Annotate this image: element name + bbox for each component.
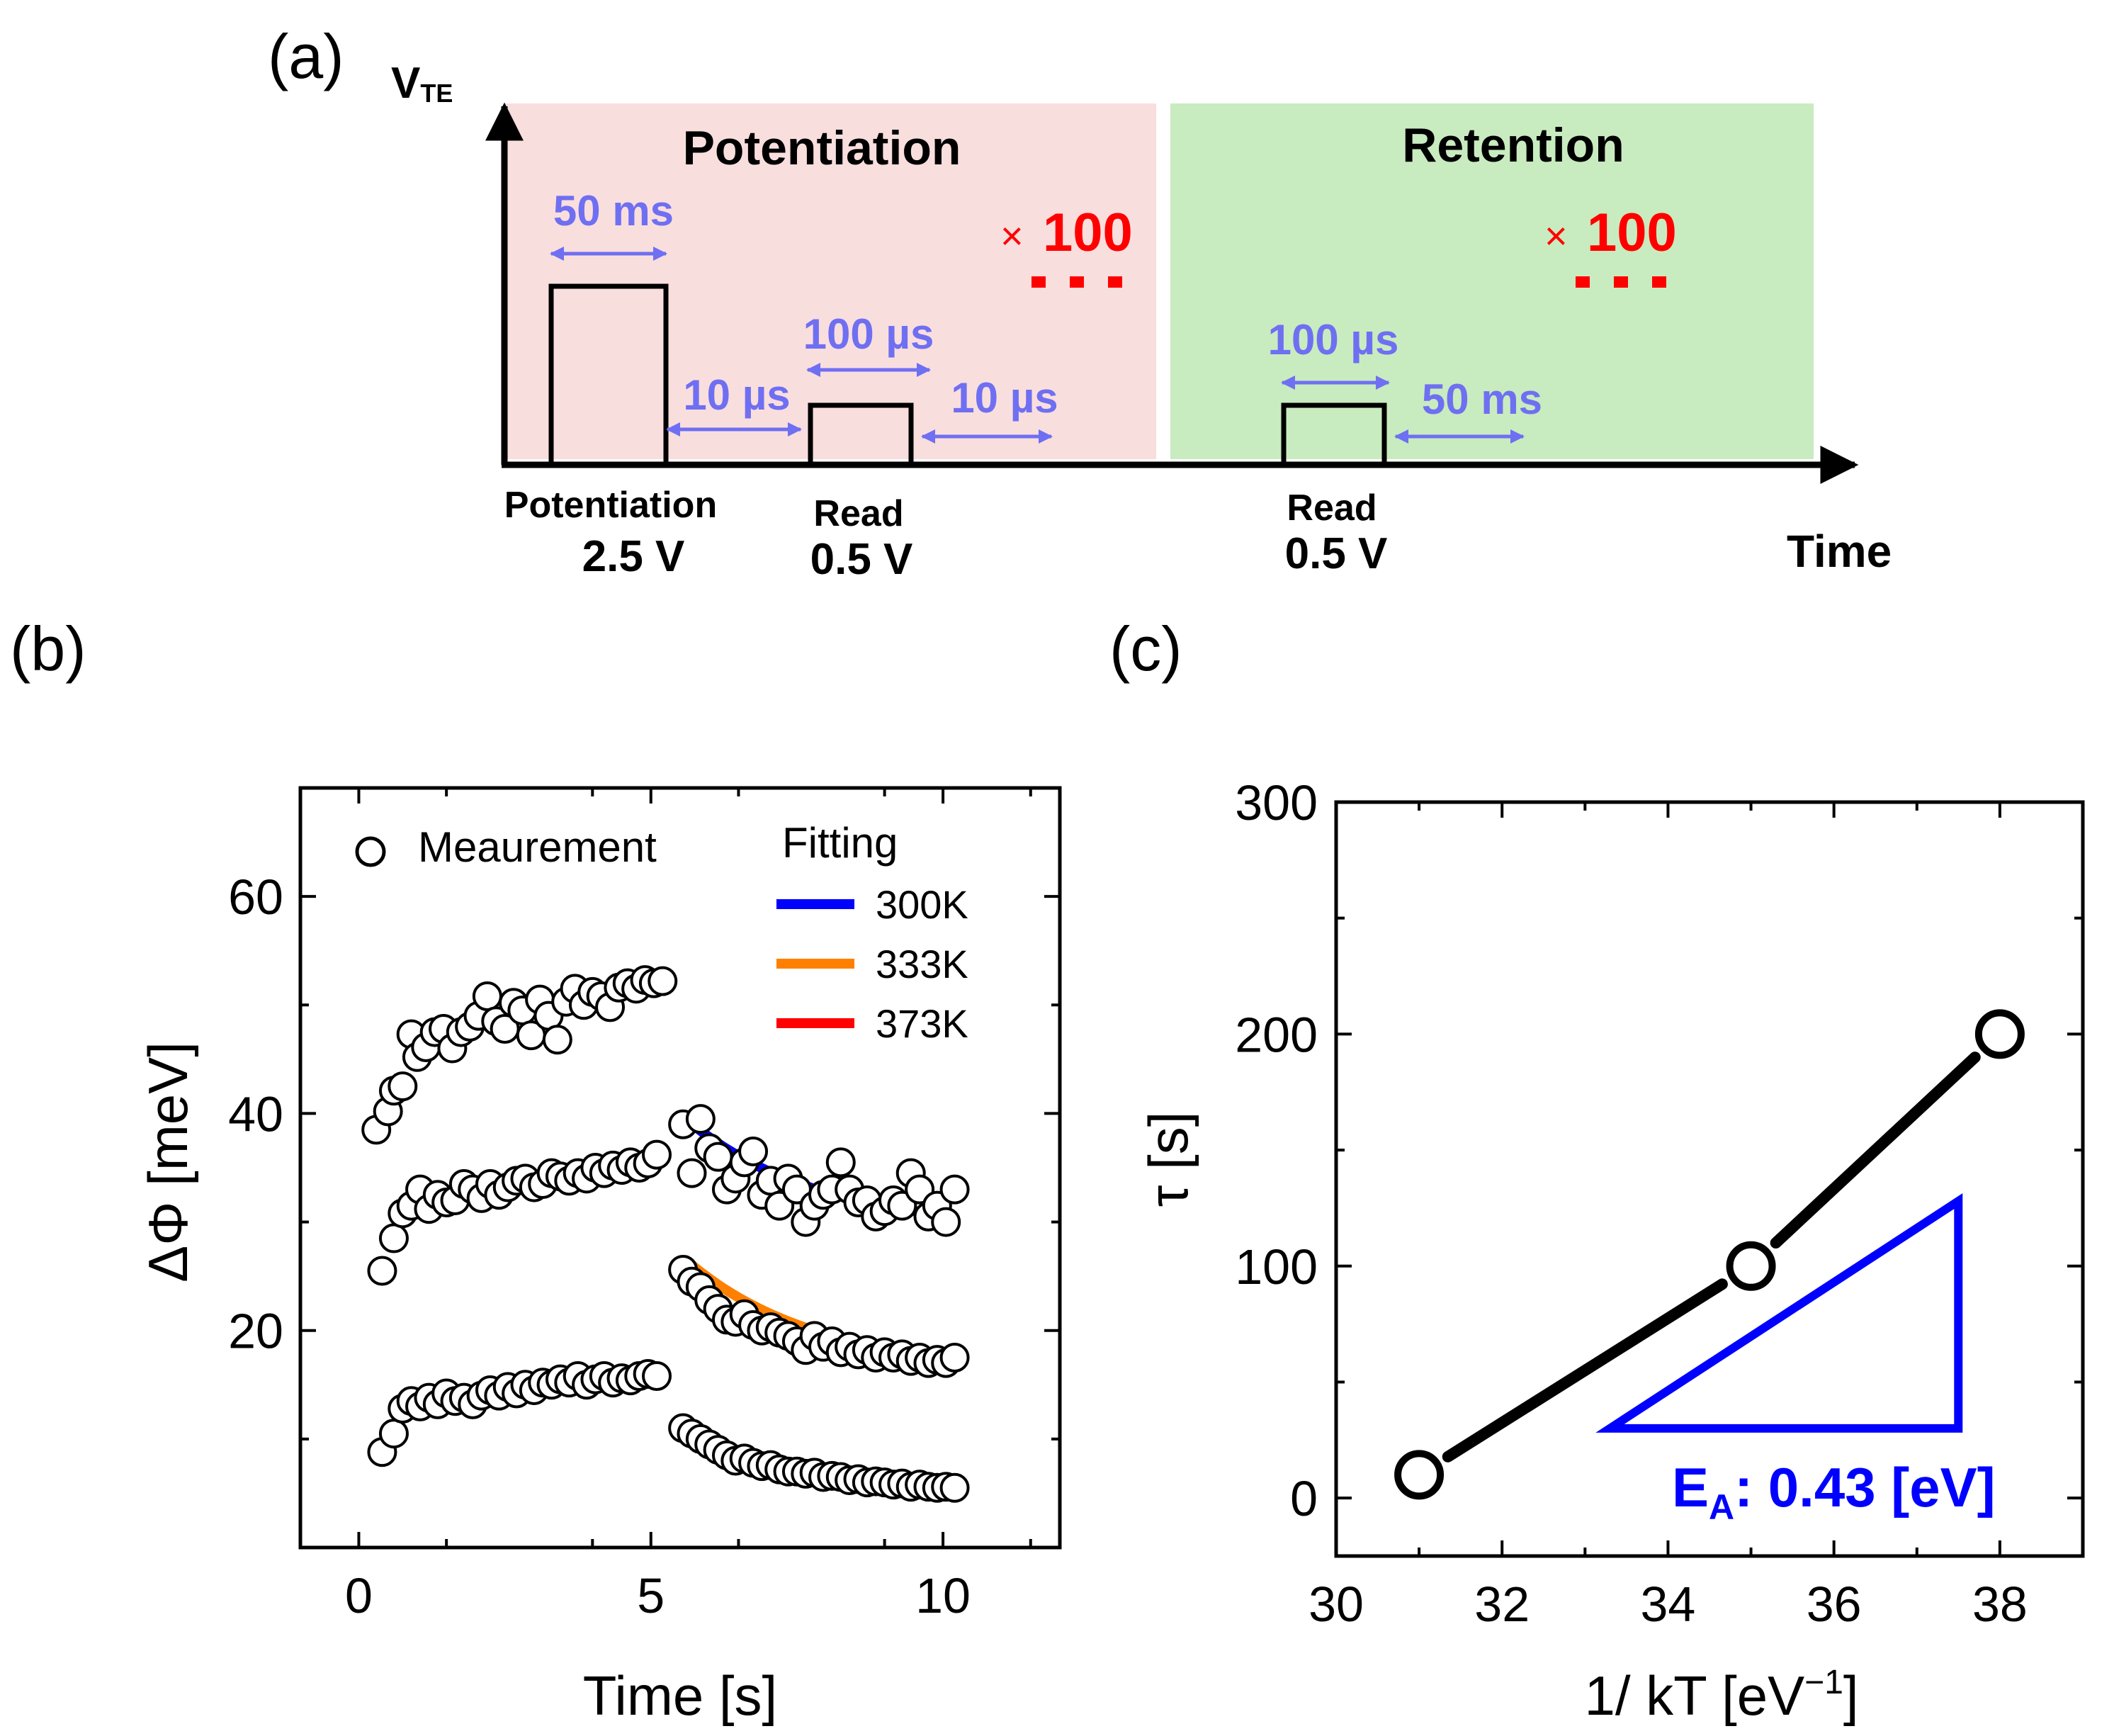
measurement-point-300K xyxy=(472,981,502,1012)
x-tick-label: 32 xyxy=(1474,1577,1530,1632)
plot-c-line xyxy=(1442,1052,1981,1462)
ret-gap-label: 50 ms xyxy=(1422,376,1542,423)
measurement-point-333K xyxy=(939,1343,970,1373)
measurement-point-300K xyxy=(685,1104,716,1134)
y-tick-label: 300 xyxy=(1235,775,1318,830)
time-axis-label: Time xyxy=(1787,526,1892,577)
panel-c: (c) 30 32 34 36 38 0 100 200 300 1/ kT [eV−1] τ … xyxy=(1109,614,2085,1727)
gap1-label: 10 µs xyxy=(683,371,790,419)
x-tick-label: 0 xyxy=(345,1568,373,1623)
plot-b-ylabel: ΔΦ [meV] xyxy=(137,1042,199,1283)
y-tick-label: 40 xyxy=(228,1086,283,1142)
ret-repeat-dot xyxy=(1576,276,1590,288)
gap2-label: 10 µs xyxy=(951,374,1058,422)
plot-c-triangle xyxy=(1595,1193,1963,1433)
ret-repeat-dot xyxy=(1614,276,1628,288)
ret-repeat-times: × xyxy=(1544,213,1568,258)
y-tick-label: 20 xyxy=(228,1304,283,1359)
retention-title: Retention xyxy=(1402,118,1624,172)
legend-fit-373k-label: 373K xyxy=(876,1001,968,1046)
x-tick-label: 34 xyxy=(1641,1577,1696,1632)
pulse1-name: Potentiation xyxy=(504,485,717,526)
panel-b-label: (b) xyxy=(10,614,86,684)
read-pulse-1 xyxy=(808,402,914,468)
measurement-point-333K xyxy=(367,1256,397,1286)
ret-repeat-dot xyxy=(1652,276,1666,288)
x-tick-label: 5 xyxy=(637,1568,665,1623)
pulse2-volt: 0.5 V xyxy=(810,535,913,584)
potentiation-region xyxy=(504,103,1156,459)
pulse2-name: Read xyxy=(813,493,903,534)
measurement-point-300K xyxy=(677,1158,707,1188)
measurement-point-373K xyxy=(939,1472,970,1503)
plot-b-xlabel: Time [s] xyxy=(583,1664,777,1727)
potentiation-title: Potentiation xyxy=(683,121,961,175)
plot-c-ticks: 30 32 34 36 38 0 100 200 300 xyxy=(1235,775,2083,1632)
panel-c-label: (c) xyxy=(1109,614,1182,684)
measurement-point-373K xyxy=(642,1361,672,1392)
ret-repeat: × 100 xyxy=(1544,203,1677,288)
pot-repeat-dot xyxy=(1031,276,1046,288)
pot-repeat-dot xyxy=(1070,276,1084,288)
measurement-point-300K xyxy=(939,1174,970,1205)
vte-axis-label: VTE xyxy=(391,59,453,108)
read-pulse-2 xyxy=(1281,402,1387,468)
x-tick-label: 36 xyxy=(1807,1577,1862,1632)
plot-c-frame xyxy=(1334,800,2085,1558)
plot-c-xlabel: 1/ kT [eV−1] xyxy=(1584,1664,1858,1727)
plot-b-ticks: 0 5 10 20 40 60 xyxy=(228,788,1060,1623)
plot-b-points xyxy=(361,965,970,1503)
measurement-point-333K xyxy=(642,1139,672,1170)
plot-b-frame xyxy=(298,786,1062,1550)
pot-repeat-dot xyxy=(1108,276,1122,288)
measurement-point-300K xyxy=(388,1071,418,1102)
y-tick-label: 100 xyxy=(1235,1239,1318,1295)
measurement-point-300K xyxy=(542,1025,572,1055)
y-tick-label: 60 xyxy=(228,869,283,925)
pulse-width-label: 50 ms xyxy=(553,187,674,235)
read-width-label: 100 µs xyxy=(803,310,934,358)
plot-c-points xyxy=(1394,1009,2025,1500)
pot-repeat-count: 100 xyxy=(1043,203,1133,263)
slope-triangle xyxy=(1595,1193,1963,1433)
legend-fit-333k-label: 333K xyxy=(876,942,968,986)
measurement-point-300K xyxy=(648,966,678,996)
pulse3-name: Read xyxy=(1287,487,1377,529)
tau-point xyxy=(1974,1009,2025,1059)
tau-line-segment xyxy=(1770,1052,1981,1249)
panel-a-label: (a) xyxy=(268,21,344,91)
ret-repeat-count: 100 xyxy=(1587,203,1677,263)
y-tick-label: 200 xyxy=(1235,1007,1318,1062)
measurement-point-300K xyxy=(931,1207,961,1237)
x-tick-label: 30 xyxy=(1308,1577,1364,1632)
ret-read-width-label: 100 µs xyxy=(1268,316,1399,363)
pulse1-volt: 2.5 V xyxy=(582,532,685,581)
tau-line-segment xyxy=(1442,1278,1728,1462)
pulse3-volt: 0.5 V xyxy=(1285,529,1388,578)
tau-point xyxy=(1726,1241,1776,1291)
retention-region xyxy=(1170,103,1814,459)
x-tick-label: 10 xyxy=(915,1568,971,1623)
legend-fitting-title: Fitting xyxy=(782,819,898,867)
legend-measurement-marker xyxy=(355,836,386,867)
pot-repeat-times: × xyxy=(1000,213,1024,258)
y-tick-label: 0 xyxy=(1290,1471,1318,1526)
pot-repeat: × 100 xyxy=(1000,203,1133,288)
panel-a: (a) VTE Time Potentiation Retention 50 m… xyxy=(268,21,1892,584)
measurement-point-300K xyxy=(825,1147,856,1178)
panel-b: (b) 0 5 10 20 40 60 Time [s] ΔΦ [meV] Meaurem… xyxy=(10,614,1062,1727)
activation-energy-annotation: EA: 0.43 [eV] xyxy=(1672,1456,1996,1527)
legend-measurement-label: Meaurement xyxy=(418,823,657,871)
measurement-point-373K xyxy=(378,1419,409,1449)
measurement-point-333K xyxy=(378,1223,409,1253)
plot-c-ylabel: τ [s] xyxy=(1137,1112,1199,1207)
x-tick-label: 38 xyxy=(1972,1577,2028,1632)
tau-point xyxy=(1394,1450,1445,1500)
measurement-point-300K xyxy=(738,1137,769,1167)
potentiation-pulse xyxy=(548,283,669,468)
legend-fit-300k-label: 300K xyxy=(876,882,968,927)
